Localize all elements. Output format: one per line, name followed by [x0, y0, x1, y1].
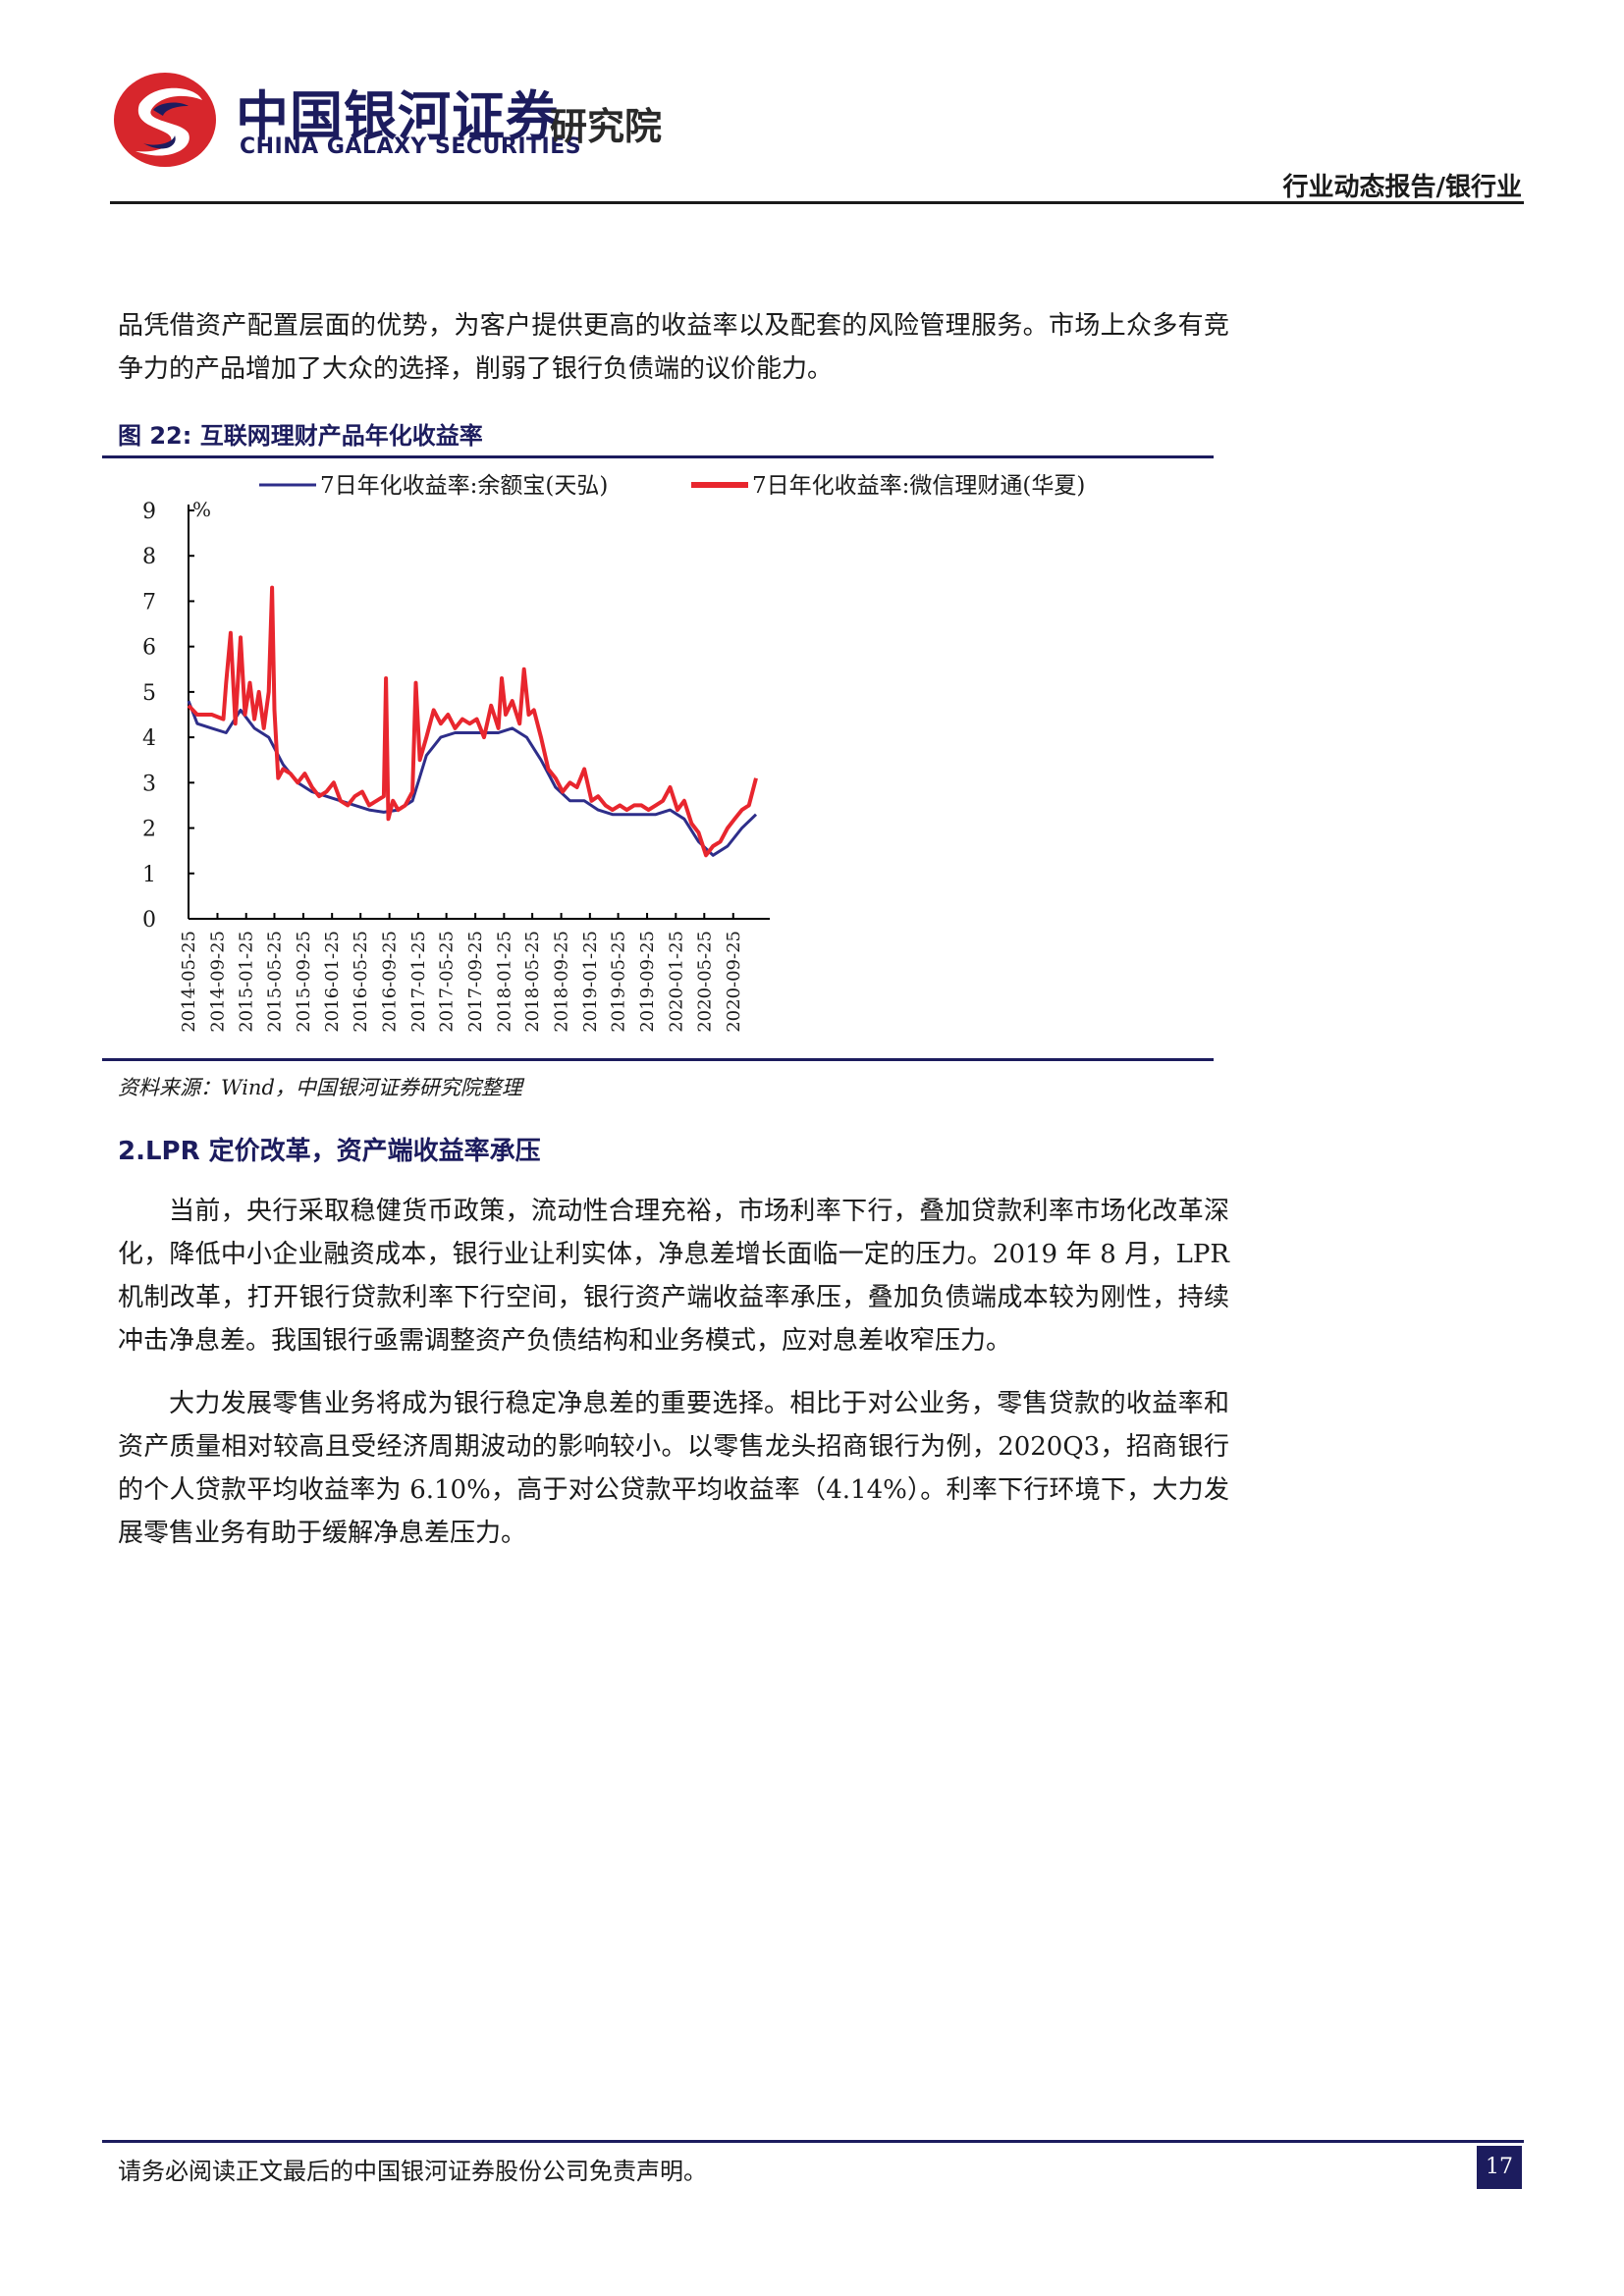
series-line-licaitong [187, 585, 758, 858]
y-tick-label: 2 [142, 818, 156, 842]
brand-institute: 研究院 [550, 105, 663, 148]
report-type: 行业动态报告/银行业 [1282, 173, 1523, 202]
x-tick-label: 2016-01-25 [322, 931, 343, 1033]
x-tick-label: 2018-09-25 [552, 931, 572, 1033]
x-tick-label: 2014-05-25 [179, 931, 199, 1033]
yield-line-chart: 7日年化收益率:余额宝(天弘) 7日年化收益率:微信理财通(华夏) 0 1 2 3 4 5 6… [142, 473, 1085, 1033]
x-tick-label: 2020-05-25 [694, 931, 715, 1033]
x-tick-label: 2018-05-25 [522, 931, 543, 1033]
y-axis: 0 1 2 3 4 5 6 7 8 9% [142, 498, 211, 933]
figure-bottom-divider [102, 1058, 1214, 1061]
x-tick-label: 2020-09-25 [724, 931, 744, 1033]
x-tick-label: 2019-09-25 [637, 931, 658, 1033]
page-number: 17 [1477, 2146, 1522, 2189]
header-divider [110, 201, 1524, 204]
y-tick-label: 9 [142, 500, 156, 524]
x-tick-label: 2017-09-25 [465, 931, 486, 1033]
figure-source: 资料来源：Wind，中国银河证券研究院整理 [118, 1076, 522, 1099]
x-tick-label: 2018-01-25 [494, 931, 514, 1033]
x-tick-label: 2016-05-25 [351, 931, 371, 1033]
legend-label: 7日年化收益率:余额宝(天弘) [320, 473, 608, 499]
y-tick-label: 0 [142, 908, 156, 933]
x-tick-label: 2016-09-25 [380, 931, 401, 1033]
x-tick-label: 2015-01-25 [237, 931, 257, 1033]
x-tick-label: 2015-09-25 [294, 931, 314, 1033]
x-tick-label: 2019-05-25 [609, 931, 629, 1033]
x-tick-label: 2017-05-25 [437, 931, 458, 1033]
paragraph-3: 大力发展零售业务将成为银行稳定净息差的重要选择。相比于对公业务，零售贷款的收益率… [118, 1389, 1229, 1548]
y-tick-label: 8 [142, 545, 156, 569]
y-tick-label: 6 [142, 636, 156, 661]
paragraph-2: 当前，央行采取稳健货币政策，流动性合理充裕，市场利率下行，叠加贷款利率市场化改革… [118, 1197, 1229, 1356]
brand-name-cn: 中国银河证券 [236, 85, 560, 147]
x-tick-label: 2020-01-25 [666, 931, 686, 1033]
figure-title: 图 22: 互联网理财产品年化收益率 [118, 422, 483, 450]
x-tick-label: 2019-01-25 [580, 931, 601, 1033]
footer-divider [102, 2140, 1524, 2143]
section-heading: 2.LPR 定价改革，资产端收益率承压 [118, 1137, 541, 1166]
x-tick-label: 2015-05-25 [264, 931, 285, 1033]
brand-name-en: CHINA GALAXY SECURITIES [240, 134, 582, 159]
figure-top-divider [102, 455, 1214, 458]
x-tick-label: 2014-09-25 [207, 931, 228, 1033]
y-tick-label: 3 [142, 772, 156, 796]
y-tick-label: 1 [142, 863, 156, 887]
galaxy-logo-icon [114, 73, 216, 167]
chart-legend: 7日年化收益率:余额宝(天弘) 7日年化收益率:微信理财通(华夏) [259, 473, 1085, 499]
y-tick-label: 5 [142, 681, 156, 706]
x-tick-label: 2017-01-25 [408, 931, 429, 1033]
footer-disclaimer: 请务必阅读正文最后的中国银河证券股份公司免责声明。 [118, 2158, 707, 2185]
series-layer [187, 585, 758, 858]
y-tick-label: 4 [142, 726, 156, 751]
x-axis: 2014-05-25 2014-09-25 2015-01-25 2015-05-25… [179, 913, 770, 1033]
y-unit-label: % [192, 498, 211, 521]
paragraph-1: 品凭借资产配置层面的优势，为客户提供更高的收益率以及配套的风险管理服务。市场上众… [118, 311, 1229, 384]
legend-label: 7日年化收益率:微信理财通(华夏) [752, 473, 1085, 499]
y-tick-label: 7 [142, 590, 156, 614]
